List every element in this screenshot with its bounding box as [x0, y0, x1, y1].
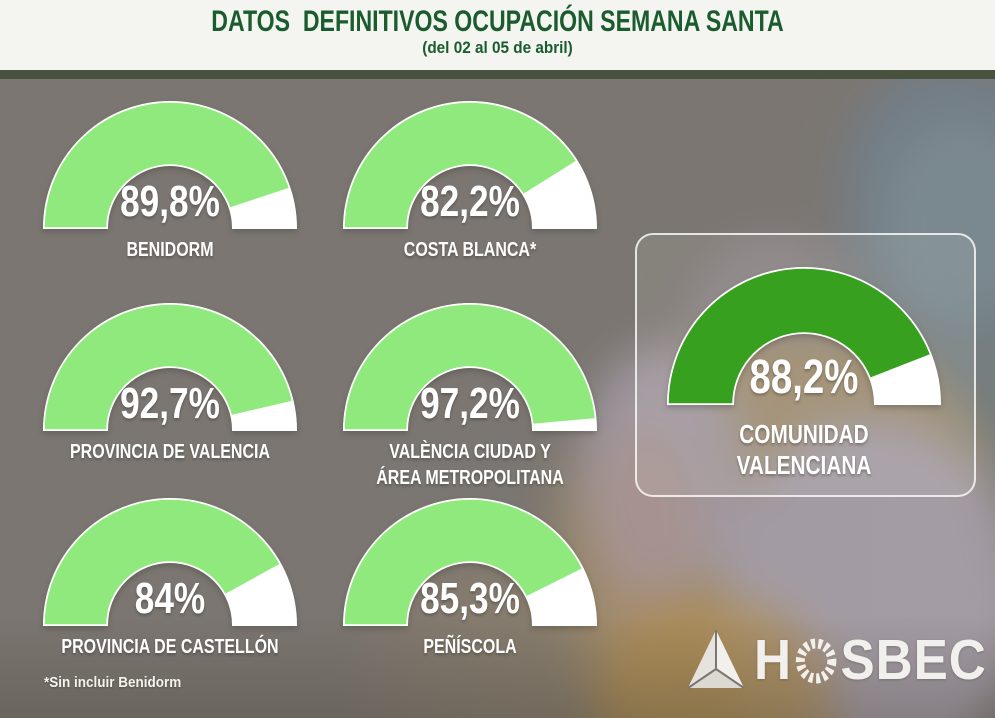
- hosbec-logo: H SBEC: [686, 628, 995, 692]
- gauge-fill: [343, 303, 597, 431]
- gauge-label-valencia-ciudad: VALÈNCIA CIUDAD Y ÁREA METROPOLITANA: [376, 441, 564, 489]
- gauge-benidorm: 89,8% BENIDORM: [38, 98, 302, 261]
- gauge-label-provincia-castellon: PROVINCIA DE CASTELLÓN: [61, 636, 279, 658]
- hosbec-wordmark: H SBEC: [754, 627, 987, 692]
- gauge-fill: [43, 303, 294, 431]
- gauge-label-costa-blanca: COSTA BLANCA*: [403, 239, 537, 261]
- gauge-provincia-castellon: 84% PROVINCIA DE CASTELLÓN: [38, 495, 302, 658]
- hosbec-letter-h: H: [754, 627, 792, 692]
- gauge-fill: [667, 267, 932, 405]
- gauge-fill: [43, 498, 282, 626]
- gauge-fill: [343, 498, 584, 626]
- gauge-fill: [343, 101, 578, 229]
- gauge-arc-costa-blanca: [342, 101, 598, 229]
- photo-bottom-vignette: [0, 79, 995, 718]
- gauge-label-benidorm: BENIDORM: [126, 239, 214, 261]
- gauge-peniscola: 85,3% PEÑÍSCOLA: [338, 495, 602, 658]
- gauge-label-provincia-valencia: PROVINCIA DE VALENCIA: [69, 441, 271, 463]
- gauge-arc-comunidad-valenciana: [666, 266, 942, 405]
- gauge-value-provincia-valencia: 92,7%: [120, 379, 220, 428]
- gauge-valencia-ciudad: 97,2% VALÈNCIA CIUDAD Y ÁREA METROPOLITA…: [338, 300, 602, 489]
- gauge-value-comunidad-valenciana: 88,2%: [749, 351, 859, 404]
- gauge-label-comunidad-valenciana: COMUNIDAD VALENCIANA: [736, 419, 872, 480]
- photo-gray-overlay: [0, 79, 995, 718]
- gauge-costa-blanca: 82,2% COSTA BLANCA*: [338, 98, 602, 261]
- gauge-value-costa-blanca: 82,2%: [420, 177, 520, 226]
- gauge-value-provincia-castellon: 84%: [134, 574, 206, 623]
- page-subtitle: (del 02 al 05 de abril): [422, 38, 573, 57]
- gauge-arc-benidorm: [42, 101, 298, 229]
- page-title: DATOS DEFINITIVOS OCUPACIÓN SEMANA SANTA: [211, 5, 784, 38]
- gauge-comunidad-valenciana: 88,2% COMUNIDAD VALENCIANA: [662, 262, 946, 480]
- header-divider-bar: [0, 70, 995, 79]
- footnote: *Sin incluir Benidorm: [44, 674, 182, 691]
- hosbec-triangle-icon: [687, 630, 745, 689]
- hosbec-o-sunburst-icon: [796, 638, 837, 684]
- header: DATOS DEFINITIVOS OCUPACIÓN SEMANA SANTA…: [0, 0, 995, 70]
- gauge-provincia-valencia: 92,7% PROVINCIA DE VALENCIA: [38, 300, 302, 463]
- gauge-arc-provincia-valencia: [42, 303, 298, 431]
- gauge-value-benidorm: 89,8%: [120, 177, 220, 226]
- hosbec-letters-sbec: SBEC: [840, 627, 987, 692]
- gauge-arc-provincia-castellon: [42, 498, 298, 626]
- gauge-label-peniscola: PEÑÍSCOLA: [423, 636, 517, 658]
- gauge-arc-peniscola: [342, 498, 598, 626]
- gauge-value-peniscola: 85,3%: [420, 574, 520, 623]
- gauge-value-valencia-ciudad: 97,2%: [420, 379, 520, 428]
- gauge-fill: [43, 101, 291, 229]
- gauge-arc-valencia-ciudad: [342, 303, 598, 431]
